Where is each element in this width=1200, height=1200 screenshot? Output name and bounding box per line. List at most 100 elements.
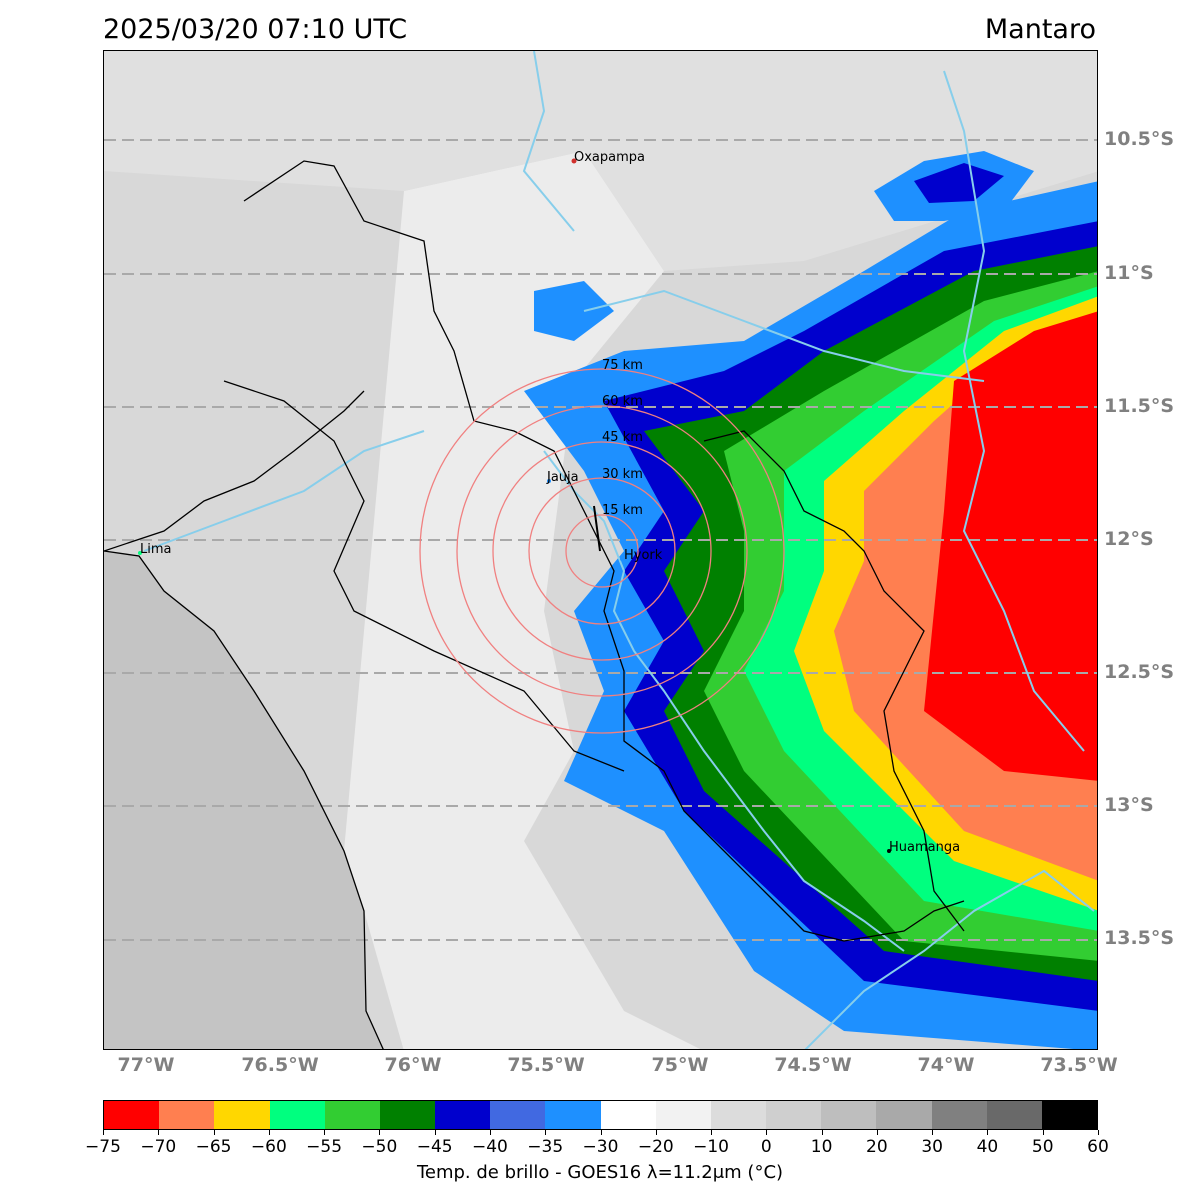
clear-sky-area <box>344 151 700 1049</box>
rivers <box>143 51 1095 1049</box>
colorbar-tick-mark <box>1098 1130 1099 1135</box>
region-title: Mantaro <box>984 14 1096 45</box>
colorbar-tick-mark <box>434 1130 436 1135</box>
colorbar-tick-mark <box>655 1130 657 1135</box>
colorbar-segment <box>710 1101 767 1129</box>
colorbar-tick-label: 30 <box>921 1137 943 1157</box>
map-canvas: 75 km 60 km 45 km 30 km 15 km Oxapampa J… <box>104 51 1097 1049</box>
range-rings <box>419 368 785 734</box>
colorbar <box>103 1100 1098 1130</box>
colorbar-tick-label: 10 <box>810 1137 833 1157</box>
lima-marker <box>138 551 142 555</box>
colorbar-label: Temp. de brillo - GOES16 λ=11.2μm (°C) <box>416 1162 784 1183</box>
colorbar-tick-mark <box>324 1130 326 1135</box>
northern-cloud-area <box>104 51 1097 271</box>
colorbar-segment <box>766 1101 822 1129</box>
lat-label-12: 12°S <box>1104 528 1154 550</box>
colorbar-tick-label: 20 <box>866 1137 888 1157</box>
colorbar-tick-mark <box>268 1130 270 1135</box>
lat-label-12-5: 12.5°S <box>1104 661 1175 683</box>
border-junin <box>243 160 965 942</box>
lon-label-77: 77°W <box>117 1054 175 1076</box>
colorbar-tick-mark <box>489 1130 491 1135</box>
range-ring-30 <box>528 477 676 625</box>
colorbar-tick-label: 0 <box>760 1137 772 1157</box>
colorbar-tick-mark <box>379 1130 381 1135</box>
colorbar-tick-mark <box>711 1130 713 1135</box>
river-rimac <box>143 430 425 552</box>
range-ring-45 <box>492 441 712 661</box>
lat-label-11: 11°S <box>1104 262 1154 284</box>
jauja-label: Jauja <box>546 470 579 485</box>
colorbar-tick-mark <box>213 1130 215 1135</box>
ocean-area <box>104 551 384 1049</box>
range-ring-label-30: 30 km <box>602 467 643 482</box>
border-huancavelica <box>223 380 625 772</box>
colorbar-segment <box>600 1101 656 1129</box>
colorbar-tick-label: −45 <box>416 1137 453 1157</box>
cloud-cluster-west <box>534 281 614 341</box>
colorbar-segment <box>986 1101 1042 1129</box>
huamanga-marker <box>887 849 891 853</box>
radar-beam-line <box>593 505 601 552</box>
colorbar-tick-mark <box>600 1130 602 1135</box>
river-ucayali <box>943 70 1085 752</box>
lon-label-76: 76°W <box>384 1054 442 1076</box>
border-ayacucho <box>703 430 965 932</box>
range-ring-label-15: 15 km <box>602 503 643 518</box>
satellite-map[interactable]: 75 km 60 km 45 km 30 km 15 km Oxapampa J… <box>103 50 1098 1050</box>
range-ring-60 <box>456 405 748 697</box>
river-north <box>522 51 575 232</box>
lon-label-74: 74°W <box>917 1054 975 1076</box>
colorbar-tick-label: −70 <box>140 1137 177 1157</box>
colorbar-tick-label: −40 <box>471 1137 508 1157</box>
colorbar-segment <box>435 1101 491 1129</box>
cloud-cluster-north-core <box>914 163 1004 203</box>
huamanga-label: Huamanga <box>889 840 960 855</box>
lima-label: Lima <box>140 542 171 557</box>
colorbar-tick-label: 60 <box>1087 1137 1109 1157</box>
river-apurimac <box>804 869 1095 1049</box>
border-lima <box>104 390 365 552</box>
colorbar-segment <box>269 1101 325 1129</box>
colorbar-tick-label: −10 <box>693 1137 729 1157</box>
colorbar-tick-mark <box>821 1130 823 1135</box>
lon-label-75: 75°W <box>651 1054 709 1076</box>
huayao-label: Hyork <box>624 548 663 563</box>
range-ring-label-60: 60 km <box>602 394 643 409</box>
river-perene <box>583 289 985 382</box>
colorbar-tick-label: −55 <box>306 1137 343 1157</box>
colorbar-segment <box>1041 1101 1098 1129</box>
colorbar-tick-mark <box>545 1130 547 1135</box>
colorbar-tick-label: −75 <box>85 1137 121 1157</box>
range-ring-labels: 75 km 60 km 45 km 30 km 15 km <box>602 358 643 518</box>
colorbar-segment <box>379 1101 436 1129</box>
river-mantaro <box>543 450 905 952</box>
lon-label-75-5: 75.5°W <box>507 1054 585 1076</box>
oxapampa-marker <box>571 158 577 164</box>
lon-label-76-5: 76.5°W <box>241 1054 319 1076</box>
lat-label-11-5: 11.5°S <box>1104 395 1175 417</box>
colorbar-segment <box>821 1101 877 1129</box>
range-ring-15 <box>565 514 639 588</box>
colorbar-tick-label: −35 <box>527 1137 564 1157</box>
colorbar-tick-label: −65 <box>195 1137 232 1157</box>
colorbar-tick-mark <box>932 1130 934 1135</box>
colorbar-tick-label: −20 <box>637 1137 674 1157</box>
colorbar-segment <box>876 1101 932 1129</box>
colorbar-tick-label: −50 <box>361 1137 398 1157</box>
colorbar-tick-mark <box>987 1130 989 1135</box>
colorbar-tick-mark <box>103 1130 104 1135</box>
colorbar-tick-label: −30 <box>582 1137 619 1157</box>
city-markers: Oxapampa Jauja Hyork Lima Huamanga <box>138 150 960 855</box>
lat-label-13-5: 13.5°S <box>1104 927 1175 949</box>
coastline <box>104 550 384 1049</box>
colorbar-segment <box>104 1101 160 1129</box>
colorbar-segment <box>655 1101 711 1129</box>
range-ring-75 <box>419 368 785 734</box>
colorbar-segment <box>490 1101 546 1129</box>
colorbar-tick-label: 50 <box>1031 1137 1054 1157</box>
colorbar-tick-mark <box>1042 1130 1044 1135</box>
cloud-band-red <box>924 311 1097 781</box>
range-ring-label-45: 45 km <box>602 430 643 445</box>
